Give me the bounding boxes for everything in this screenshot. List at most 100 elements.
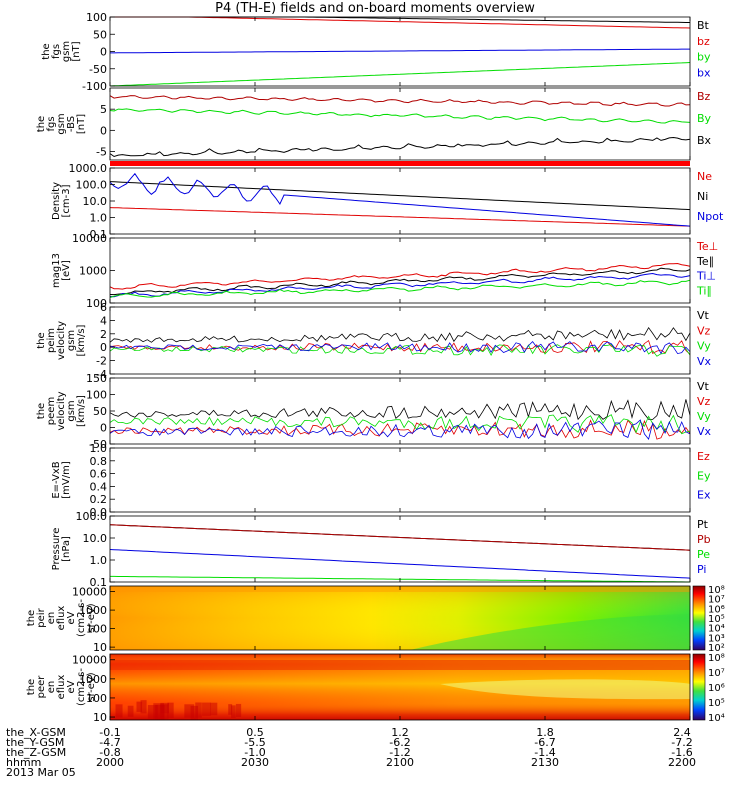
legend-Ne: Ne bbox=[697, 170, 712, 183]
series-line-bx bbox=[110, 48, 690, 54]
ylabel-line: (cm2-s- bbox=[76, 599, 87, 637]
panel-fgs: the fgs gsm [nT] Bt bz by bx 100 50 0 -50 -100 bbox=[41, 11, 711, 93]
heatmap-speckle bbox=[136, 701, 143, 712]
ylabel-line: (cm2-s- bbox=[76, 668, 87, 706]
ylabel-line: gsm bbox=[61, 41, 72, 62]
page-title: P4 (TH-E) fields and on-board moments ov… bbox=[215, 1, 535, 16]
legend-Vt: Vt bbox=[697, 309, 710, 322]
ytick-label: 2 bbox=[100, 328, 107, 341]
colorbar-tick-label: 10² bbox=[708, 643, 725, 654]
footer-value: -7.2 bbox=[671, 736, 693, 749]
ylabel-line: fgs bbox=[51, 44, 62, 59]
footer-value: 2130 bbox=[531, 756, 559, 769]
footer-value: -0.1 bbox=[99, 726, 121, 739]
ytick-label: 100 bbox=[86, 11, 107, 24]
colorbar-tick-label: 10⁵ bbox=[708, 698, 725, 709]
ytick-label: 0.6 bbox=[90, 468, 108, 481]
legend-Ez: Ez bbox=[697, 450, 710, 463]
legend-Te∥: Te∥ bbox=[696, 255, 714, 268]
panel-temp: mag13 [eV] Te⊥ Te∥ Ti⊥Ti∥ 10000 1000 100 bbox=[51, 232, 718, 310]
ylabel-line: eV bbox=[66, 611, 77, 624]
ylabel-line: sr-eV) bbox=[86, 603, 97, 632]
ylabel-line: peim bbox=[46, 328, 57, 353]
series-line-Te⊥ bbox=[109, 262, 691, 290]
legend-Pb: Pb bbox=[697, 533, 711, 546]
ylabel-line: the bbox=[36, 403, 47, 419]
ytick-label: 1000.0 bbox=[69, 162, 108, 175]
series-line-Pi bbox=[109, 549, 691, 579]
ylabel-line: peer bbox=[36, 675, 47, 699]
ylabel-line: the bbox=[36, 116, 47, 132]
legend-Pi: Pi bbox=[697, 563, 706, 576]
legend-Bx: Bx bbox=[697, 134, 712, 147]
heatmap-speckle bbox=[202, 702, 211, 716]
series-line-Pb bbox=[109, 524, 691, 551]
footer-value: 1.8 bbox=[536, 726, 554, 739]
legend-Vx: Vx bbox=[697, 425, 712, 438]
ytick-label: 1.0 bbox=[90, 554, 108, 567]
ylabel-line: peir bbox=[36, 607, 47, 627]
ytick-label: -50 bbox=[89, 438, 107, 451]
colorbar-tick-label: 10⁵ bbox=[708, 614, 725, 625]
ytick-label: 10000 bbox=[72, 654, 107, 667]
panel-frame bbox=[109, 515, 691, 583]
ylabel-line: [km/s] bbox=[76, 324, 87, 356]
ytick-label: 0.8 bbox=[90, 455, 108, 468]
colorbar-tick-label: 10⁶ bbox=[708, 604, 725, 615]
ylabel-line: the bbox=[36, 332, 47, 348]
ylabel-line: [cm-3] bbox=[61, 184, 72, 217]
panel-frame bbox=[109, 447, 691, 513]
ytick-label: 10.0 bbox=[83, 195, 108, 208]
legend-Ex: Ex bbox=[697, 489, 711, 502]
panel-peem_vel: the peem velocity gsm [km/s] Vt Vz Vy Vx 150 100 50… bbox=[36, 372, 712, 451]
series-line-Ni bbox=[109, 181, 691, 211]
ylabel-line: the bbox=[26, 610, 37, 626]
footer-label: the_X-GSM bbox=[6, 726, 66, 739]
panel-frame bbox=[109, 377, 691, 445]
panel-pressure: Pressure [nPa] Pt Pb Pe Pi 100.0 10.0 1.0 0.1 bbox=[51, 510, 711, 589]
legend-Te⊥: Te⊥ bbox=[696, 240, 718, 253]
heatmap-speckle bbox=[160, 702, 169, 714]
panel-frame bbox=[109, 167, 691, 235]
ylabel-line: Pressure bbox=[51, 528, 62, 571]
footer-value: 2200 bbox=[668, 756, 696, 769]
series-line-Vt bbox=[109, 399, 691, 421]
series-line-Ne bbox=[109, 207, 691, 227]
ytick-label: 4 bbox=[100, 314, 107, 327]
ylabel-line: fgs bbox=[46, 116, 57, 131]
legend-Pt: Pt bbox=[697, 518, 709, 531]
footer-value: -1.6 bbox=[671, 746, 693, 759]
ytick-label: 0 bbox=[100, 124, 107, 137]
footer-date: 2013 Mar 05 bbox=[6, 766, 76, 779]
ytick-label: 10.0 bbox=[83, 532, 108, 545]
ytick-label: -100 bbox=[82, 80, 107, 93]
ylabel-line: en bbox=[46, 612, 57, 625]
ylabel-peim_vel: the peim velocity gsm [km/s] bbox=[36, 321, 87, 360]
legend-Vy: Vy bbox=[697, 410, 711, 423]
footer-value: 0.5 bbox=[246, 726, 264, 739]
heatmap-speckle bbox=[195, 702, 202, 718]
series-line-Vy bbox=[109, 414, 691, 435]
legend-Ni: Ni bbox=[697, 190, 708, 203]
legend-By: By bbox=[697, 112, 712, 125]
footer-value: -1.0 bbox=[244, 746, 266, 759]
ylabel-efield: E=-VxB [mV/m] bbox=[51, 461, 72, 499]
ytick-label: 50 bbox=[93, 405, 107, 418]
legend-Vz: Vz bbox=[697, 324, 711, 337]
heatmap-speckle bbox=[231, 705, 236, 718]
legend-Npot: Npot bbox=[697, 210, 724, 223]
ylabel-line: the bbox=[26, 679, 37, 695]
ylabel-line: eflux bbox=[56, 675, 67, 700]
ytick-label: 0.0 bbox=[90, 506, 108, 519]
panel-fgs_zoom: the fgs gsm -BS [nT] Bz By Bx 5 0 -5 bbox=[36, 87, 712, 161]
heatmap-speckle bbox=[115, 704, 123, 718]
ytick-label: -4 bbox=[96, 368, 107, 381]
ylabel-line: eV bbox=[66, 680, 77, 693]
colorbar-tick-label: 10⁸ bbox=[708, 585, 725, 596]
ytick-label: -5 bbox=[96, 146, 107, 159]
ylabel-line: velocity bbox=[56, 391, 67, 430]
ytick-label: 1000 bbox=[79, 673, 107, 686]
ytick-label: 100.0 bbox=[76, 179, 108, 192]
ytick-label: 100 bbox=[86, 389, 107, 402]
series-line-Ti∥ bbox=[109, 279, 691, 298]
